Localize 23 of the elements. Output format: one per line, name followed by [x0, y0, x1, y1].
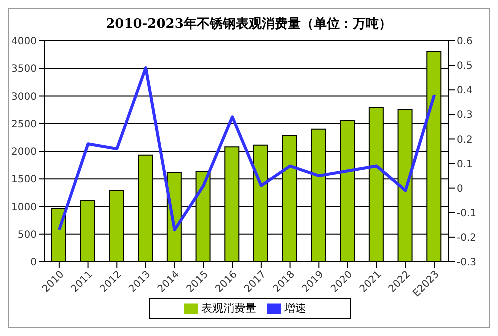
y2-tick-label: 0.4 [457, 86, 473, 97]
y-tick-label: 2500 [12, 119, 37, 130]
y2-tick-label: 0 [457, 184, 464, 195]
y-tick-label: 3000 [12, 92, 37, 103]
legend-label: 增速 [284, 302, 306, 315]
y-tick-label: 2000 [12, 147, 37, 158]
y-tick-label: 4000 [12, 36, 37, 48]
y-tick-label: 1000 [12, 202, 37, 214]
y-tick-label: 500 [18, 230, 37, 241]
y2-tick-label: 0.3 [457, 110, 473, 122]
y2-tick-label: -0.3 [457, 258, 477, 269]
line-series [58, 66, 436, 232]
y2-tick-label: 0.6 [457, 36, 473, 48]
y-tick-label: 3500 [12, 64, 37, 76]
chart-title: 2010-2023年不锈钢表观消费量（单位：万吨） [105, 16, 393, 33]
legend-label: 表观消费量 [202, 302, 256, 315]
y2-tick-label: 0.2 [457, 134, 473, 146]
y2-tick-label: -0.1 [457, 208, 477, 220]
y2-tick-label: 0.1 [457, 159, 473, 170]
y2-tick-label: -0.2 [457, 232, 477, 244]
y-tick-label: 0 [30, 258, 37, 269]
y-tick-label: 1500 [12, 174, 37, 186]
y2-tick-label: 0.5 [457, 61, 473, 72]
